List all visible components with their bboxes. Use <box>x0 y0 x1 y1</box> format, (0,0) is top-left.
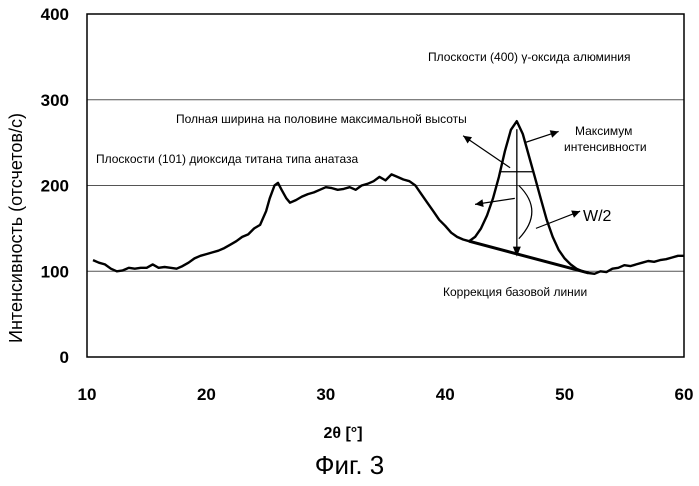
arrowhead <box>549 130 559 138</box>
annotation-half-width: W/2 <box>583 208 612 225</box>
y-tick-label: 0 <box>60 348 69 367</box>
x-axis-label: 2θ [°] <box>323 425 362 442</box>
x-tick-label: 60 <box>675 385 694 404</box>
arrowhead <box>512 246 521 257</box>
y-axis-label: Интенсивность (отсчетов/с) <box>6 113 26 343</box>
annotation-max-line1: Максимум <box>575 124 632 138</box>
peak-markers <box>462 129 589 275</box>
x-tick-label: 20 <box>197 385 216 404</box>
xrd-chart: 0 100 200 300 400 10 20 30 40 50 60 Интенсивность… <box>6 5 694 442</box>
baseline-correction-line <box>468 239 589 275</box>
y-tick-label: 300 <box>41 91 69 110</box>
annotation-baseline: Коррекция базовой линии <box>443 285 587 299</box>
x-tick-label: 10 <box>78 385 97 404</box>
arrowhead <box>571 210 581 218</box>
plot-frame <box>86 13 685 358</box>
x-tick-label: 30 <box>316 385 335 404</box>
y-tick-label: 100 <box>41 262 69 281</box>
x-tick-label: 40 <box>436 385 455 404</box>
half-height-bracket <box>518 185 533 240</box>
y-tick-label: 200 <box>41 177 69 196</box>
figure-caption: Фиг. 3 <box>314 450 385 480</box>
annotation-anatase: Плоскости (101) диоксида титана типа ана… <box>96 152 359 166</box>
annotation-max-line2: интенсивности <box>564 140 647 154</box>
x-axis-ticks: 10 20 30 40 50 60 <box>78 385 694 404</box>
arrowhead <box>475 199 484 208</box>
fwhm-arrow <box>462 135 511 169</box>
y-tick-label: 400 <box>41 5 69 24</box>
y-axis-ticks: 0 100 200 300 400 <box>41 5 69 367</box>
arrowhead <box>463 135 473 144</box>
annotation-fwhm: Полная ширина на половине максимальной в… <box>176 112 467 126</box>
annotation-alumina: Плоскости (400) γ-оксида алюминия <box>428 50 630 64</box>
x-tick-label: 50 <box>555 385 574 404</box>
